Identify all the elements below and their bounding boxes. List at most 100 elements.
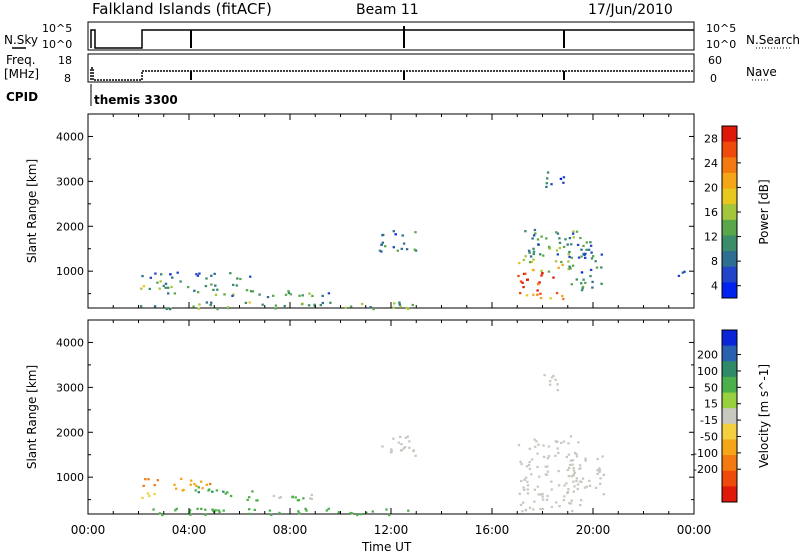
data-cell bbox=[580, 255, 583, 258]
data-cell bbox=[525, 465, 529, 468]
data-cell bbox=[584, 457, 587, 460]
data-cell bbox=[554, 260, 558, 263]
data-cell bbox=[327, 292, 331, 295]
data-cell bbox=[325, 509, 329, 512]
data-cell bbox=[173, 483, 176, 486]
data-cell bbox=[141, 496, 144, 499]
data-cell bbox=[559, 177, 563, 180]
data-cell bbox=[565, 482, 568, 485]
data-cell bbox=[567, 453, 571, 456]
data-cell bbox=[187, 286, 190, 289]
data-cell bbox=[558, 505, 561, 508]
data-cell bbox=[149, 276, 152, 279]
data-cell bbox=[555, 501, 558, 504]
nave-label: Nave bbox=[746, 65, 777, 79]
data-cell bbox=[677, 274, 681, 277]
data-cell bbox=[529, 255, 533, 258]
y-tick-label: 3000 bbox=[56, 175, 84, 188]
data-cell bbox=[530, 473, 533, 476]
data-cell bbox=[408, 440, 411, 443]
data-cell bbox=[552, 276, 555, 279]
data-cell bbox=[400, 443, 403, 446]
data-cell bbox=[539, 508, 542, 511]
data-cell bbox=[556, 389, 559, 392]
data-cell bbox=[560, 441, 563, 445]
data-cell bbox=[249, 275, 252, 278]
data-cell bbox=[392, 437, 395, 440]
data-cell bbox=[310, 493, 313, 496]
data-cell bbox=[550, 376, 554, 379]
data-cell bbox=[266, 296, 270, 299]
data-cell bbox=[408, 446, 411, 449]
data-cell bbox=[547, 270, 551, 273]
date-label: 17/Jun/2010 bbox=[588, 2, 673, 18]
data-cell bbox=[279, 496, 282, 499]
data-cell bbox=[571, 463, 574, 466]
data-cell bbox=[569, 459, 573, 462]
data-cell bbox=[414, 231, 417, 234]
data-cell bbox=[180, 477, 183, 480]
data-cell bbox=[545, 185, 548, 188]
data-cell bbox=[274, 307, 277, 310]
colorbar-tick-label: -15 bbox=[700, 414, 718, 427]
y-axis-title: Slant Range [km] bbox=[25, 159, 39, 263]
colorbar-tick-label: 8 bbox=[711, 255, 718, 268]
data-cell bbox=[530, 458, 534, 461]
data-cell bbox=[181, 489, 184, 492]
data-cell bbox=[359, 513, 362, 516]
data-cell bbox=[550, 488, 553, 491]
data-cell bbox=[167, 286, 170, 289]
data-cell bbox=[232, 283, 235, 286]
data-cell bbox=[570, 243, 573, 246]
data-cell bbox=[522, 486, 525, 489]
data-cell bbox=[301, 302, 304, 305]
data-cell bbox=[527, 249, 531, 252]
data-cell bbox=[568, 463, 572, 466]
data-cell bbox=[532, 293, 535, 296]
cpid-label: CPID bbox=[6, 90, 38, 104]
data-cell bbox=[562, 176, 566, 179]
data-cell bbox=[581, 285, 585, 289]
data-cell bbox=[195, 484, 198, 488]
data-cell bbox=[198, 303, 201, 306]
data-cell bbox=[256, 499, 259, 502]
data-cell bbox=[522, 258, 525, 262]
nsky-nsearch-panel: N.Sky 10^5 10^0 10^5 10^0 N.Search bbox=[4, 21, 800, 51]
data-cell bbox=[571, 264, 575, 267]
data-cell bbox=[517, 274, 520, 278]
data-cell bbox=[156, 479, 159, 482]
data-cell bbox=[600, 253, 603, 256]
data-cell bbox=[595, 266, 599, 269]
colorbar-segment bbox=[722, 455, 737, 472]
data-cell bbox=[532, 268, 535, 272]
y-axis-title: Slant Range [km] bbox=[25, 365, 39, 469]
plot-frame bbox=[87, 113, 695, 309]
data-cell bbox=[526, 492, 530, 495]
data-cell bbox=[557, 451, 560, 455]
colorbar-segment bbox=[722, 235, 737, 252]
data-cell bbox=[567, 268, 570, 271]
data-cell bbox=[583, 253, 586, 257]
data-cell bbox=[369, 306, 372, 309]
data-cell bbox=[519, 460, 522, 463]
data-cell bbox=[598, 469, 602, 472]
data-cell bbox=[566, 492, 569, 495]
data-cell bbox=[567, 260, 570, 263]
data-cell bbox=[214, 509, 217, 512]
colorbar-tick-label: 12 bbox=[704, 231, 718, 244]
data-cell bbox=[548, 383, 552, 386]
freq-label-line2: [MHz] bbox=[4, 67, 39, 81]
data-cell bbox=[540, 274, 543, 277]
data-cell bbox=[248, 512, 251, 515]
data-cell bbox=[598, 471, 601, 474]
data-cell bbox=[142, 484, 145, 487]
data-cell bbox=[160, 273, 163, 276]
data-cell bbox=[599, 482, 602, 485]
data-cell bbox=[196, 274, 200, 277]
colorbar-tick-label: -50 bbox=[700, 430, 718, 443]
data-cell bbox=[545, 182, 548, 185]
data-cell bbox=[392, 230, 395, 233]
colorbar-segment bbox=[722, 157, 737, 174]
data-cell bbox=[584, 459, 587, 462]
colorbar-tick-label: 200 bbox=[697, 349, 718, 362]
